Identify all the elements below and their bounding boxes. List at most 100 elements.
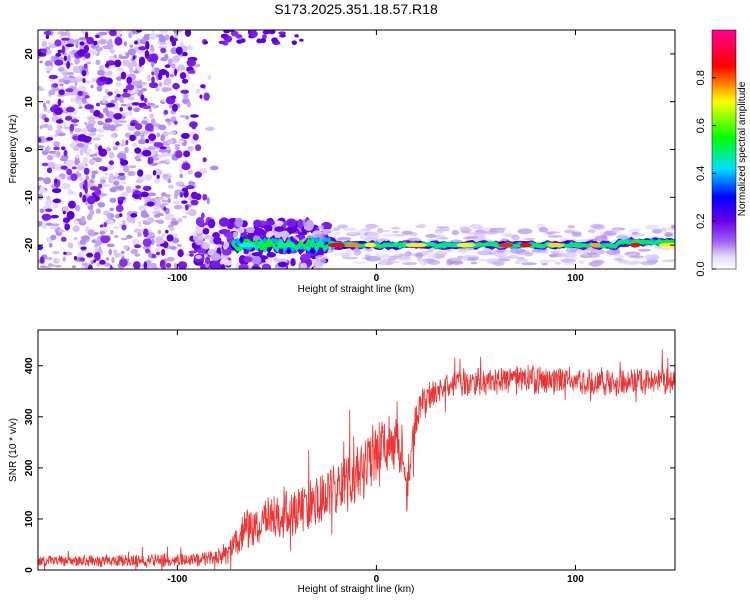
spectrogram-noise-blob <box>46 167 53 174</box>
spectrogram-noise-blob <box>162 199 169 203</box>
spectrogram-line-halo <box>453 262 461 266</box>
spectrogram-noise-blob <box>53 141 61 147</box>
spectrogram-noise-blob <box>95 102 100 107</box>
spectrogram-line-halo <box>418 223 426 229</box>
spectrogram-noise-blob <box>149 113 154 119</box>
y-tick-label: -10 <box>24 190 35 205</box>
spectrogram-noise-blob <box>131 80 140 88</box>
spectrogram-noise-blob <box>129 66 134 74</box>
spectrogram-noise-blob <box>69 143 75 148</box>
spectrogram-noise-blob <box>156 251 161 256</box>
spectrogram-noise-blob <box>132 240 138 244</box>
spectrogram-noise-blob <box>83 167 90 175</box>
spectrogram-noise-blob <box>84 31 89 39</box>
spectrogram-noise-blob <box>134 244 142 249</box>
spectrogram-line-halo <box>617 255 625 259</box>
x-tick-label: 0 <box>374 273 380 284</box>
spectrogram-noise-blob <box>45 222 53 226</box>
spectrogram-line-halo <box>521 262 537 266</box>
spectrogram-noise-blob <box>180 89 190 94</box>
spectrogram-line-blob <box>223 232 234 238</box>
spectrogram-line-halo <box>603 230 617 236</box>
spectrogram-noise-blob <box>167 178 172 184</box>
spectrogram-noise-blob <box>123 245 129 250</box>
spectrogram-noise-blob <box>172 201 182 204</box>
spectrogram-line-halo <box>376 229 392 232</box>
spectrogram-x-label: Height of straight line (km) <box>298 284 415 295</box>
spectrogram-noise-blob <box>187 70 196 74</box>
spectrogram-noise-blob <box>132 55 136 60</box>
spectrogram-noise-blob <box>67 188 73 196</box>
spectrogram-noise-blob <box>163 109 169 115</box>
spectrogram-noise-blob <box>174 146 180 151</box>
spectrogram-line-halo <box>348 231 359 235</box>
spectrogram-noise-blob <box>74 127 82 133</box>
spectrogram-line-halo <box>671 224 675 230</box>
spectrogram-noise-blob <box>268 30 276 35</box>
spectrogram-noise-blob <box>157 229 162 235</box>
spectrogram-line-halo <box>590 223 605 229</box>
spectrogram-line-halo <box>456 248 470 254</box>
spectrogram-noise-blob <box>62 256 66 262</box>
spectrogram-noise-blob <box>83 148 88 154</box>
spectrogram-noise-blob <box>115 82 123 87</box>
spectrogram-line-halo <box>514 261 521 264</box>
spectrogram-noise-blob <box>71 166 77 170</box>
spectrogram-line-blob <box>251 255 262 265</box>
spectrogram-noise-blob <box>151 71 155 76</box>
spectrogram-noise-blob <box>110 133 116 138</box>
spectrogram-noise-blob <box>178 182 183 186</box>
spectrogram-line-halo <box>414 252 424 259</box>
spectrogram-noise-blob <box>84 186 88 195</box>
spectrogram-noise-blob <box>121 139 125 145</box>
spectrogram-noise-blob <box>56 124 63 130</box>
spectrogram-noise-blob <box>173 120 178 125</box>
spectrogram-noise-blob <box>125 84 135 91</box>
spectrogram-noise-blob <box>132 142 138 147</box>
spectrogram-noise-blob <box>152 210 161 214</box>
spectrogram-noise-blob <box>146 201 155 207</box>
spectrogram-line-halo <box>459 226 470 231</box>
spectrogram-noise-blob <box>74 58 80 65</box>
spectrogram-noise-blob <box>97 183 103 189</box>
spectrogram-noise-blob <box>94 188 102 196</box>
spectrogram-noise-blob <box>261 34 267 40</box>
spectrogram-noise-blob <box>250 30 258 38</box>
spectrogram-noise-blob <box>160 42 168 46</box>
snr-y-label: SNR (10 * v/v) <box>8 418 19 482</box>
spectrogram-noise-blob <box>156 213 164 216</box>
spectrogram-noise-blob <box>116 30 121 37</box>
spectrogram-noise-blob <box>95 208 101 214</box>
spectrogram-noise-blob <box>179 72 187 80</box>
spectrogram-noise-blob <box>176 139 185 144</box>
spectrogram-line-halo <box>401 261 418 266</box>
spectrogram-noise-blob <box>107 95 111 99</box>
spectrogram-noise-blob <box>46 136 54 141</box>
spectrogram-noise-blob <box>126 234 133 239</box>
spectrogram-noise-blob <box>63 251 67 255</box>
spectrogram-marks <box>38 30 675 269</box>
x-tick-label: -100 <box>167 574 187 585</box>
spectrogram-line-blob <box>313 265 323 269</box>
spectrogram-line-halo <box>560 258 577 263</box>
spectrogram-noise-blob <box>119 258 128 267</box>
spectrogram-noise-blob <box>165 262 172 269</box>
spectrogram-line-halo <box>517 228 533 235</box>
spectrogram-line-halo <box>392 230 400 234</box>
spectrogram-noise-blob <box>137 232 142 238</box>
spectrogram-noise-blob <box>61 37 70 41</box>
spectrogram-noise-blob <box>154 153 159 157</box>
spectrogram-noise-blob <box>199 94 203 99</box>
spectrogram-line-halo <box>594 259 605 265</box>
spectrogram-noise-blob <box>61 45 66 55</box>
spectrogram-noise-blob <box>171 103 178 112</box>
spectrogram-noise-blob <box>60 100 64 103</box>
spectrogram-noise-blob <box>96 134 104 137</box>
spectrogram-noise-blob <box>70 173 78 182</box>
spectrogram-line-halo <box>578 259 585 265</box>
spectrogram-line-halo <box>333 231 341 236</box>
spectrogram-line-blob <box>195 254 203 260</box>
spectrogram-line-halo <box>428 253 435 260</box>
spectrogram-noise-blob <box>79 177 85 180</box>
spectrogram-noise-blob <box>123 165 130 173</box>
